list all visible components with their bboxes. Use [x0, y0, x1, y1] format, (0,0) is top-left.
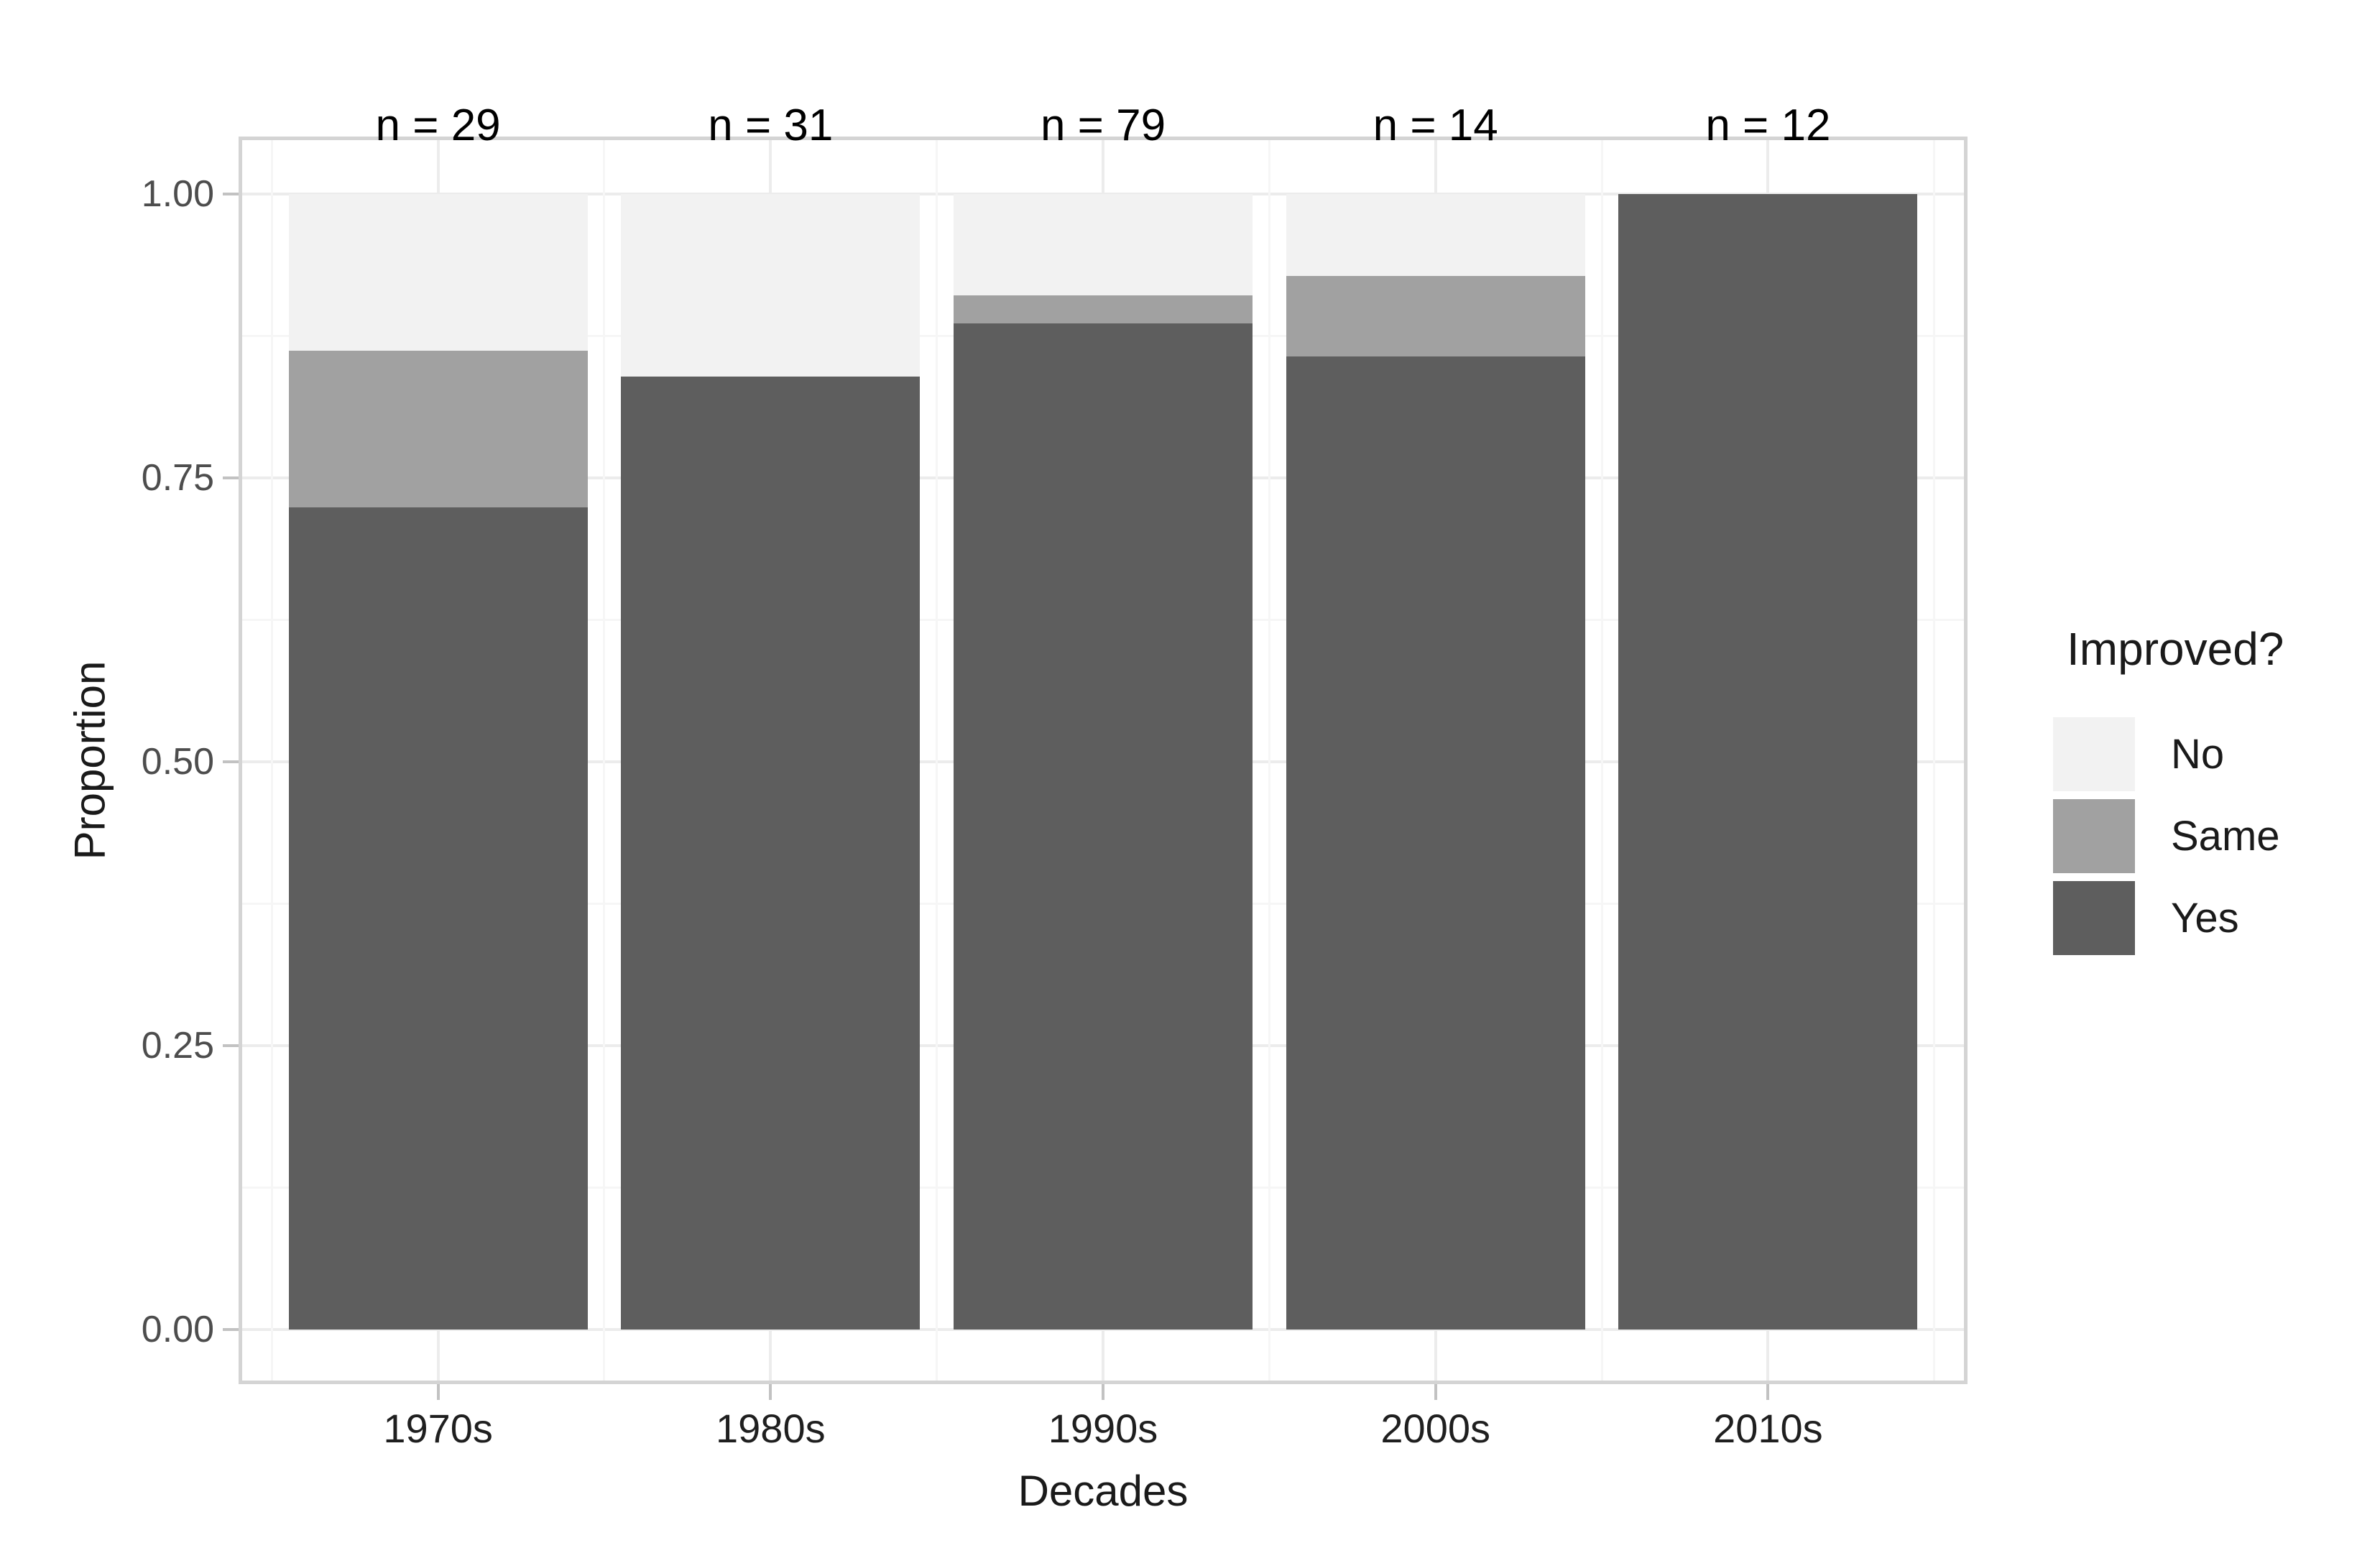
bar-segment-no-1980s [621, 194, 921, 377]
gridline-v-minor [270, 137, 273, 1384]
bar-segment-same-1990s [954, 295, 1253, 324]
bar-segment-yes-2000s [1286, 356, 1585, 1330]
legend-entry-same: Same [2053, 799, 2284, 873]
legend-entry-yes: Yes [2053, 881, 2284, 955]
bar-segment-same-1970s [288, 351, 588, 508]
gridline-v-minor [1268, 137, 1270, 1384]
bar-segment-no-1970s [288, 194, 588, 351]
legend-key-no [2053, 717, 2135, 791]
y-axis-tick [223, 1044, 239, 1047]
gridline-v-minor [1600, 137, 1603, 1384]
legend-label-yes: Yes [2171, 895, 2239, 941]
legend-entry-no: No [2053, 717, 2284, 791]
y-axis-tick-label: 0.75 [141, 457, 214, 499]
bar-segment-yes-2010s [1618, 194, 1918, 1330]
x-axis-tick [1434, 1384, 1437, 1400]
x-axis-tick-label: 1990s [1048, 1406, 1158, 1451]
x-axis-tick-label: 1970s [383, 1406, 493, 1451]
y-axis-tick [223, 760, 239, 763]
y-axis-tick [223, 1328, 239, 1331]
legend-key-yes [2053, 881, 2135, 955]
gridline-v-minor [603, 137, 606, 1384]
bar-segment-same-2000s [1286, 275, 1585, 356]
legend-key-same [2053, 799, 2135, 873]
x-axis-tick-label: 1980s [716, 1406, 826, 1451]
x-axis-title: Decades [1018, 1467, 1189, 1515]
plot-panel [239, 137, 1968, 1384]
bar-count-label: n = 79 [1040, 101, 1166, 150]
bar-segment-yes-1980s [621, 377, 921, 1330]
bar-count-label: n = 12 [1705, 101, 1831, 150]
gridline-v-minor [1933, 137, 1936, 1384]
y-axis-tick-label: 0.25 [141, 1025, 214, 1066]
y-axis-tick [223, 476, 239, 479]
x-axis-tick [436, 1384, 440, 1400]
bar-count-label: n = 31 [708, 101, 834, 150]
y-axis-tick-label: 0.00 [141, 1309, 214, 1350]
x-axis-tick-label: 2000s [1380, 1406, 1490, 1451]
y-axis-tick-label: 0.50 [141, 741, 214, 783]
bar-segment-yes-1970s [288, 507, 588, 1330]
gridline-v-minor [936, 137, 938, 1384]
legend-title: Improved? [2067, 623, 2284, 675]
y-axis-tick [223, 193, 239, 195]
x-axis-tick-label: 2010s [1713, 1406, 1823, 1451]
bar-segment-yes-1990s [954, 323, 1253, 1330]
x-axis-tick [1102, 1384, 1104, 1400]
legend-label-no: No [2171, 731, 2225, 778]
y-axis-tick-label: 1.00 [141, 173, 214, 215]
legend: Improved? No Same Yes [2053, 622, 2284, 963]
x-axis-tick [1766, 1384, 1770, 1400]
bar-segment-no-2000s [1286, 194, 1585, 276]
bar-count-label: n = 29 [375, 101, 501, 150]
bar-segment-no-1990s [954, 194, 1253, 295]
legend-label-same: Same [2171, 813, 2280, 860]
bar-count-label: n = 14 [1373, 101, 1498, 150]
x-axis-tick [769, 1384, 772, 1400]
